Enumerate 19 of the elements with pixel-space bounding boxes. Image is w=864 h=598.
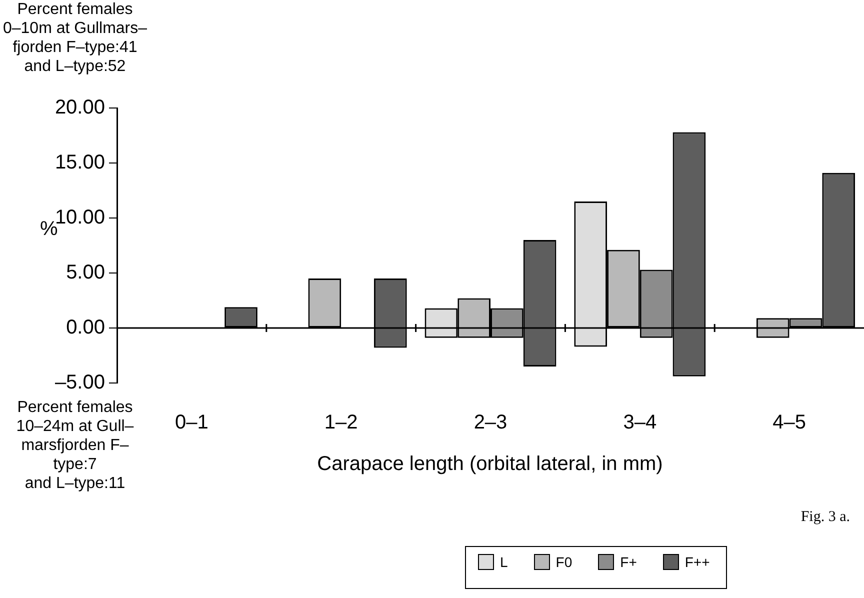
text: Percent females 0–10m at Gullmars– fjorden F–type:41 and L–type:52 (2, 0, 148, 76)
legend-label: L (500, 554, 508, 570)
legend-label: F+ (620, 554, 637, 570)
legend-label: F++ (684, 554, 710, 570)
y-tick-label: 5.00 (66, 262, 105, 284)
y-axis-title: % (40, 218, 58, 241)
caption: Fig. 3 a. (800, 508, 850, 527)
x-tick-label: 4–5 (772, 412, 806, 434)
x-tick-label: 3–4 (623, 412, 657, 434)
text: Percent females 10–24m at Gull– marsfjorden F–type:7 and L–type:11 (15, 398, 135, 493)
y-tick-label: 0.00 (66, 316, 105, 339)
x-tick-label: 1–2 (324, 412, 358, 434)
y-tick-label: –5.00 (54, 372, 105, 394)
legend-label: F0 (556, 554, 572, 570)
x-tick-label: 2–3 (474, 412, 508, 434)
x-tick-label: 0–1 (175, 412, 208, 434)
x-axis-title: Carapace length (orbital lateral, in mm) (316, 453, 664, 476)
y-tick-label: 20.00 (54, 96, 105, 119)
y-tick-label: 15.00 (54, 152, 105, 174)
